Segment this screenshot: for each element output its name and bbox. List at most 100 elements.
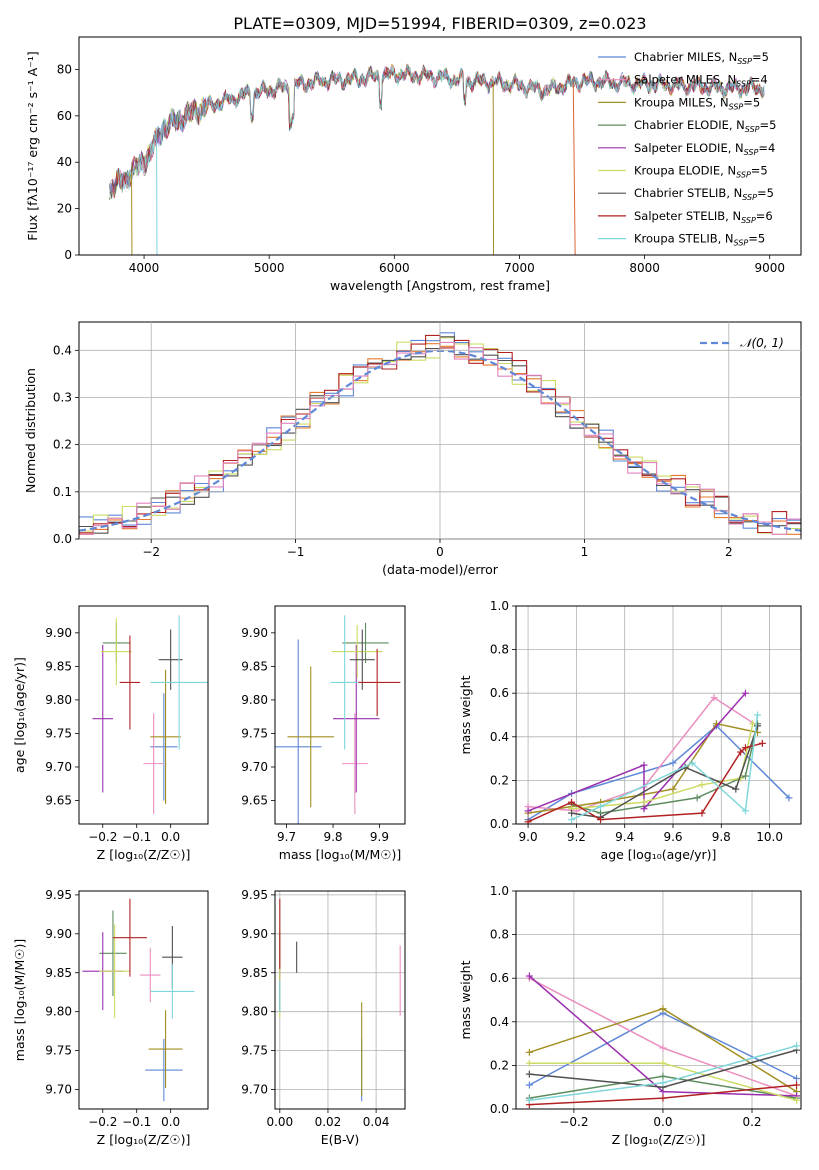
x-tick-label: 1: [581, 545, 589, 559]
y-tick-label: 9.85: [241, 659, 268, 673]
legend-sub: SSP: [741, 216, 756, 225]
y-tick-label: 20: [57, 202, 72, 216]
y-tick-label: 0.0: [490, 1102, 509, 1116]
y-tick-label: 0.8: [490, 643, 509, 657]
residuals-panel: −2 −1 0 1 2 0.0 0.1 0.2 0.3 0.4 (data-model)/error…: [23, 321, 802, 577]
y-tick-label: 0.1: [53, 485, 72, 499]
y-axis-label: mass [log₁₀(M/M☉)]: [12, 939, 27, 1061]
y-tick-label: 9.85: [45, 659, 72, 673]
x-tick-label: 9.6: [663, 830, 682, 844]
legend-name: Salpeter ELODIE, N: [634, 141, 744, 155]
legend-name: Chabrier ELODIE, N: [634, 118, 745, 132]
x-tick-label: 4000: [129, 261, 160, 275]
legend-label: Chabrier ELODIE, NSSP=5: [634, 118, 776, 134]
axes-frame: [515, 890, 802, 1110]
spectrum-title: PLATE=0309, MJD=51994, FIBERID=0309, z=0…: [233, 14, 646, 33]
legend-label: Kroupa ELODIE, NSSP=5: [634, 164, 768, 180]
age-vs-mass-panel: 9.7 9.8 9.9 9.65 9.70 9.75 9.80 9.85 9.90 mass [l…: [241, 605, 406, 862]
axes-frame: [515, 605, 802, 825]
legend-count: =5: [743, 95, 760, 109]
mass-vs-ebv-panel: 0.00 0.02 0.04 9.70 9.75 9.80 9.85 9.90 9.95 E(B-…: [241, 888, 406, 1147]
y-tick-label: 0.4: [490, 1015, 509, 1029]
x-tick-label: 0.0: [161, 1115, 180, 1129]
y-tick-label: 9.90: [45, 927, 72, 941]
weight-lines: [524, 689, 793, 824]
legend-sub: SSP: [736, 80, 751, 89]
legend-sub: SSP: [744, 148, 759, 157]
x-axis-label: Z [log₁₀(Z/Z☉)]: [97, 847, 191, 862]
error-bars: [279, 898, 401, 1102]
y-tick-label: 0.6: [490, 971, 509, 985]
y-tick-label: 0.4: [490, 730, 509, 744]
spectrum-dropout: [572, 83, 576, 255]
x-tick-label: 9.4: [615, 830, 634, 844]
y-tick-label: 9.70: [241, 760, 268, 774]
legend-count: =6: [756, 209, 773, 223]
y-tick-label: 9.70: [45, 760, 72, 774]
y-tick-label: 9.80: [45, 693, 72, 707]
y-tick-label: 0.0: [490, 817, 509, 831]
y-tick-label: 9.80: [241, 1005, 268, 1019]
panels: 4000 5000 6000 7000 8000 9000020406080wavelen…: [12, 36, 802, 1147]
x-tick-label: 0.04: [363, 1115, 390, 1129]
spectrum-line: [113, 65, 765, 196]
x-axis-label: mass [log₁₀(M/M☉)]: [279, 847, 401, 862]
y-tick-label: 0.8: [490, 928, 509, 942]
x-tick-label: 0: [436, 545, 444, 559]
legend-name: Kroupa MILES, N: [634, 95, 729, 109]
spectrum-panel: 4000 5000 6000 7000 8000 9000 0 20 40 60 80 wavelen…: [25, 36, 802, 293]
x-tick-label: 9.8: [712, 830, 731, 844]
x-axis-label: Z [log₁₀(Z/Z☉)]: [612, 1132, 706, 1147]
x-tick-label: −0.2: [559, 1115, 588, 1129]
mass-vs-z-panel: −0.2 −0.1 0.0 9.70 9.75 9.80 9.85 9.90 9.95 Z [lo…: [12, 888, 209, 1147]
y-tick-label: 0.0: [53, 532, 72, 546]
weight-line: [527, 692, 746, 812]
legend-name: Kroupa STELIB, N: [634, 232, 734, 246]
x-tick-label: 7000: [504, 261, 535, 275]
x-axis-label: (data-model)/error: [382, 562, 499, 577]
x-tick-label: 9.0: [519, 830, 538, 844]
legend-label: 𝒩(0, 1): [740, 336, 784, 350]
error-bars: [275, 615, 401, 824]
y-tick-label: 9.80: [241, 693, 268, 707]
y-tick-label: 9.70: [241, 1083, 268, 1097]
y-axis-label: Normed distribution: [23, 368, 38, 493]
legend-name: Salpeter MILES, N: [634, 73, 736, 87]
y-tick-label: 9.90: [241, 927, 268, 941]
x-tick-label: 9000: [754, 261, 785, 275]
spectrum-line: [111, 65, 765, 199]
legend-name: Chabrier STELIB, N: [634, 186, 742, 200]
y-axis-label: mass weight: [458, 960, 473, 1039]
x-tick-label: −1: [287, 545, 305, 559]
y-tick-label: 40: [57, 155, 72, 169]
y-tick-label: 9.85: [241, 966, 268, 980]
y-tick-label: 9.75: [45, 726, 72, 740]
axes-frame: [78, 605, 209, 825]
x-tick-label: 6000: [379, 261, 410, 275]
y-tick-label: 9.95: [241, 888, 268, 902]
y-tick-label: 9.70: [45, 1083, 72, 1097]
legend-label: Kroupa MILES, NSSP=5: [634, 95, 760, 111]
x-tick-label: 9.8: [323, 830, 342, 844]
x-tick-label: 8000: [629, 261, 660, 275]
legend-sub: SSP: [737, 57, 752, 66]
y-tick-label: 9.90: [241, 626, 268, 640]
x-tick-label: 5000: [254, 261, 285, 275]
x-tick-label: 0.0: [653, 1115, 672, 1129]
x-tick-label: 2: [725, 545, 733, 559]
legend-count: =4: [758, 141, 775, 155]
x-tick-label: −0.1: [122, 1115, 151, 1129]
mass-weight-vs-age-panel: 9.0 9.2 9.4 9.6 9.8 10.0 0.0 0.2 0.4 0.6 0.8 1.0 age…: [458, 599, 802, 862]
legend-sub: SSP: [742, 193, 757, 202]
y-tick-label: 9.80: [45, 1005, 72, 1019]
y-tick-label: 60: [57, 109, 72, 123]
y-tick-label: 0.2: [490, 1058, 509, 1072]
x-tick-label: 9.2: [567, 830, 586, 844]
x-tick-label: 10.0: [756, 830, 783, 844]
legend-count: =5: [757, 186, 774, 200]
x-tick-label: −2: [142, 545, 160, 559]
y-tick-label: 9.65: [241, 794, 268, 808]
y-tick-label: 0.3: [53, 390, 72, 404]
legend-label: Salpeter MILES, NSSP=4: [634, 73, 768, 89]
